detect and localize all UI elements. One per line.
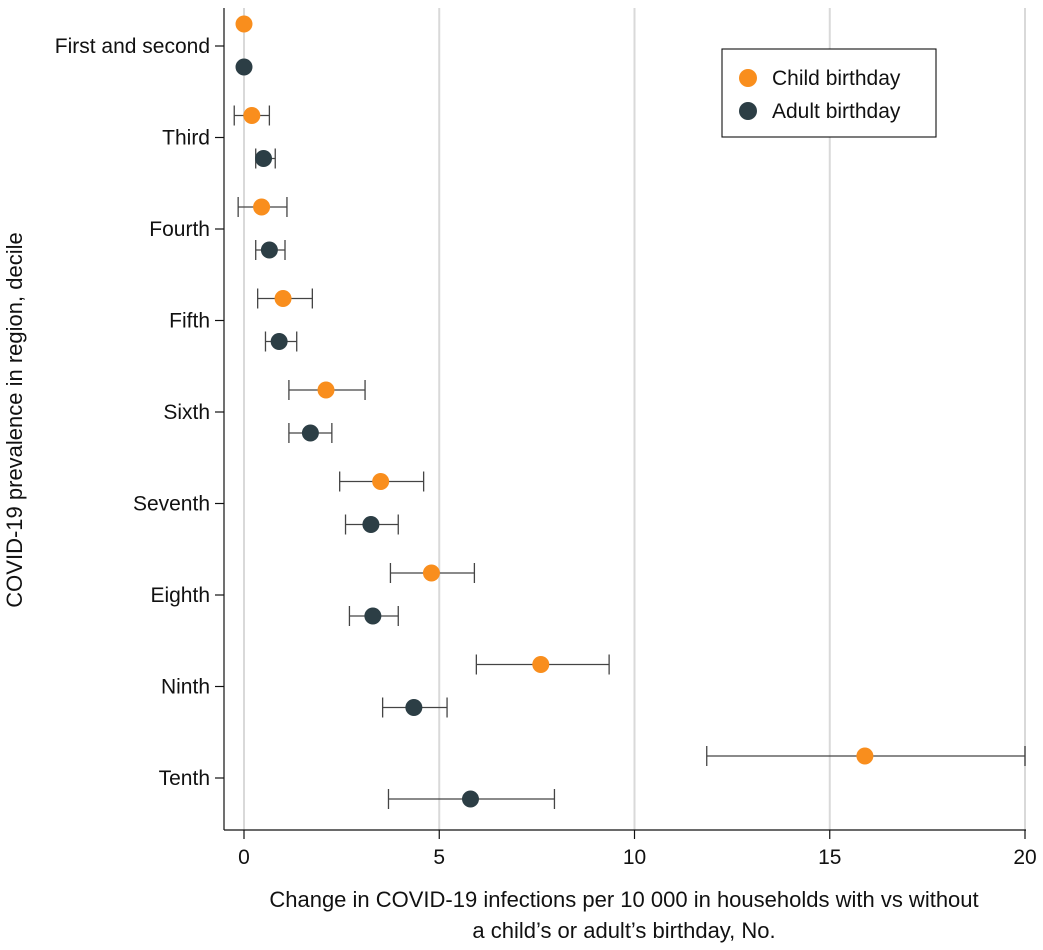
legend-swatch bbox=[739, 102, 757, 120]
point-adult-birthday bbox=[255, 150, 273, 167]
x-axis-title-line-2: a child’s or adult’s birthday, No. bbox=[472, 918, 775, 943]
legend: Child birthday Adult birthday bbox=[721, 48, 937, 138]
point-child-birthday bbox=[274, 290, 292, 307]
axes: 0 5 10 15 20 First and second Third Fourth Fifth… bbox=[55, 8, 1037, 869]
point-child-birthday bbox=[532, 656, 550, 673]
y-tick-label: Sixth bbox=[163, 401, 210, 424]
legend-box bbox=[721, 48, 937, 138]
y-axis-title: COVID-19 prevalence in region, decile bbox=[2, 232, 27, 607]
point-adult-birthday bbox=[235, 58, 253, 76]
y-tick-label: Ninth bbox=[161, 676, 210, 699]
legend-label: Adult birthday bbox=[772, 100, 901, 123]
x-axis-title-line-1: Change in COVID-19 infections per 10 000… bbox=[269, 887, 978, 912]
point-child-birthday bbox=[372, 473, 390, 490]
legend-label: Child birthday bbox=[772, 67, 901, 90]
data-marks bbox=[233, 15, 1026, 809]
point-child-birthday bbox=[422, 564, 440, 582]
y-tick-label: Tenth bbox=[159, 767, 210, 790]
y-tick-label: Eighth bbox=[150, 584, 210, 607]
legend-swatch bbox=[739, 69, 757, 87]
gridlines bbox=[243, 8, 1026, 830]
axis-titles: COVID-19 prevalence in region, decile Ch… bbox=[2, 232, 979, 943]
x-tick-label: 0 bbox=[238, 846, 250, 869]
y-tick-label: Fifth bbox=[169, 310, 210, 333]
y-tick-label: Seventh bbox=[133, 493, 210, 516]
x-tick-label: 10 bbox=[623, 846, 646, 869]
point-child-birthday bbox=[253, 198, 271, 216]
y-tick-label: First and second bbox=[55, 35, 210, 58]
point-adult-birthday bbox=[362, 516, 380, 533]
point-adult-birthday bbox=[260, 241, 278, 259]
point-child-birthday bbox=[856, 747, 874, 765]
point-child-birthday bbox=[243, 107, 261, 124]
y-tick-label: Fourth bbox=[149, 218, 210, 241]
y-tick-label: Third bbox=[162, 127, 210, 150]
x-tick-label: 20 bbox=[1013, 846, 1036, 869]
x-tick-label: 5 bbox=[433, 846, 445, 869]
point-adult-birthday bbox=[461, 790, 479, 808]
point-adult-birthday bbox=[301, 424, 319, 442]
x-tick-label: 15 bbox=[818, 846, 841, 869]
point-adult-birthday bbox=[270, 333, 288, 350]
point-child-birthday bbox=[235, 15, 253, 33]
point-child-birthday bbox=[317, 381, 335, 399]
point-adult-birthday bbox=[364, 607, 382, 625]
point-adult-birthday bbox=[405, 699, 423, 716]
